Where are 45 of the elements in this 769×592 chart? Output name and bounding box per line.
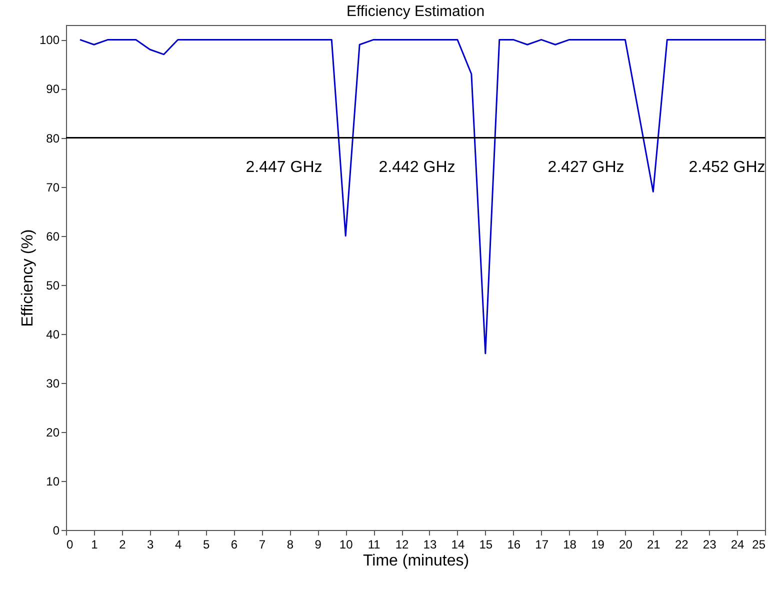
x-tick-label: 17 (535, 538, 549, 552)
x-tick-label: 6 (230, 538, 238, 552)
x-tick-label: 25 (752, 538, 766, 552)
x-tick-label: 14 (451, 538, 465, 552)
x-tick-label: 19 (591, 538, 605, 552)
y-tick-label: 60 (46, 229, 60, 244)
y-tick-label: 80 (46, 131, 60, 146)
y-tick-label: 70 (46, 180, 60, 194)
x-tick-label: 0 (66, 538, 74, 552)
x-tick-label: 11 (368, 538, 381, 552)
x-tick-label: 20 (619, 538, 633, 552)
y-tick-label: 40 (46, 327, 60, 342)
x-tick-label: 8 (286, 538, 294, 552)
annotation: 2.442 GHz (378, 159, 456, 176)
x-tick-label: 13 (423, 538, 437, 552)
x-tick-label: 22 (674, 538, 689, 552)
annotation: 2.447 GHz (246, 159, 322, 176)
x-tick-label: 7 (258, 538, 266, 552)
x-tick-label: 23 (702, 538, 717, 552)
y-tick-label: 0 (52, 524, 60, 538)
y-tick-label: 50 (46, 278, 60, 292)
x-tick-label: 16 (507, 538, 521, 552)
annotation: 2.427 GHz (548, 159, 624, 176)
y-axis-title: Efficiency (%) (19, 229, 36, 327)
annotation: 2.452 GHz (688, 159, 766, 176)
x-tick-label: 2 (119, 538, 126, 552)
x-tick-label: 21 (646, 538, 661, 552)
x-tick-label: 12 (395, 538, 410, 552)
y-tick-label: 30 (46, 376, 60, 390)
chart-title: Efficiency Estimation (346, 3, 485, 20)
x-tick-label: 4 (174, 538, 182, 552)
x-tick-label: 1 (91, 538, 98, 552)
x-axis-title: Time (minutes) (362, 552, 470, 570)
y-tick-label: 20 (46, 425, 60, 440)
x-tick-label: 9 (314, 538, 322, 552)
x-tick-label: 5 (202, 538, 210, 552)
x-tick-label: 10 (339, 538, 354, 552)
line-series (79, 38, 765, 354)
y-tick-label: 10 (46, 474, 60, 488)
y-tick-label: 90 (46, 82, 60, 96)
x-tick-label: 18 (563, 538, 577, 552)
y-tick-label: 100 (39, 33, 60, 48)
x-tick-label: 15 (479, 538, 493, 552)
x-tick-label: 24 (730, 538, 745, 552)
x-tick-label: 3 (147, 538, 154, 552)
